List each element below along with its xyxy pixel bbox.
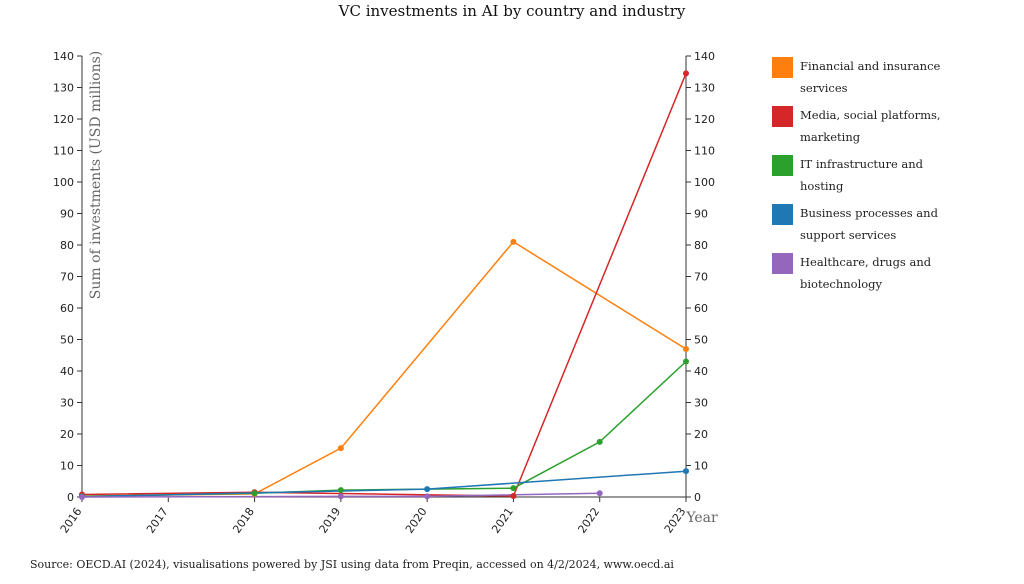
- legend-label: Business processes and support services: [800, 203, 938, 246]
- data-point: [683, 468, 689, 475]
- series-lines: [81, 73, 687, 498]
- series-line: [81, 73, 687, 497]
- legend-label: Media, social platforms, marketing: [800, 105, 941, 148]
- legend-label-line: IT infrastructure and: [800, 157, 924, 171]
- legend-item[interactable]: Media, social platforms, marketing: [772, 105, 962, 148]
- y-tick-label-left: 140: [53, 50, 74, 63]
- data-point: [510, 493, 517, 500]
- y-tick-label-right: 60: [694, 302, 708, 315]
- y-tick-label-right: 40: [694, 365, 708, 378]
- y-tick-label-left: 130: [53, 82, 74, 95]
- legend-swatch: [772, 253, 793, 274]
- x-tick-label: 2023: [662, 505, 689, 535]
- data-point: [337, 487, 344, 494]
- y-axis-label: Sum of investments (USD millions): [88, 51, 104, 300]
- data-point: [79, 494, 85, 500]
- legend-swatch: [772, 204, 793, 225]
- x-tick-label: 2016: [58, 505, 85, 535]
- legend-label-line: services: [800, 80, 848, 95]
- legend-label: IT infrastructure and hosting: [800, 154, 923, 197]
- x-tick-label: 2017: [144, 505, 171, 535]
- legend-label-line: biotechnology: [800, 276, 883, 291]
- y-tick-label-right: 100: [694, 176, 715, 189]
- data-point: [596, 438, 603, 445]
- y-tick-label-left: 20: [60, 428, 74, 441]
- data-point: [683, 358, 689, 365]
- data-point: [510, 485, 517, 492]
- y-tick-label-right: 30: [694, 397, 708, 410]
- legend-swatch: [772, 57, 793, 78]
- legend-label-line: support services: [800, 227, 897, 242]
- y-tick-label-left: 110: [53, 145, 74, 158]
- y-tick-label-right: 10: [694, 460, 708, 473]
- data-point: [424, 486, 431, 493]
- legend-label-line: Healthcare, drugs and: [800, 255, 932, 269]
- legend-label: Healthcare, drugs and biotechnology: [800, 252, 931, 295]
- legend-item[interactable]: Financial and insurance services: [772, 56, 962, 99]
- y-tick-label-right: 110: [694, 145, 715, 158]
- legend-item[interactable]: IT infrastructure and hosting: [772, 154, 962, 197]
- y-tick-label-left: 90: [60, 208, 74, 221]
- legend-label-line: Business processes and: [800, 206, 938, 220]
- data-point: [683, 345, 689, 352]
- y-tick-label-right: 120: [694, 113, 715, 126]
- x-tick-label: 2021: [489, 505, 516, 535]
- legend-label: Financial and insurance services: [800, 56, 940, 99]
- legend-label-line: Financial and insurance: [800, 59, 941, 73]
- y-tick-label-left: 30: [60, 397, 74, 410]
- series-points: [79, 70, 689, 500]
- y-tick-label-right: 130: [694, 82, 715, 95]
- legend-label-line: hosting: [800, 178, 844, 193]
- data-point: [337, 493, 344, 500]
- legend-swatch: [772, 106, 793, 127]
- series-line: [81, 240, 687, 497]
- chart-legend: Financial and insurance services Media, so…: [772, 56, 962, 301]
- y-tick-label-right: 70: [694, 271, 708, 284]
- x-tick-label: 2019: [317, 505, 344, 535]
- y-tick-label-left: 50: [60, 334, 74, 347]
- x-axis-label: Year: [685, 510, 718, 526]
- y-tick-label-left: 40: [60, 365, 74, 378]
- legend-swatch: [772, 155, 793, 176]
- y-tick-label-left: 120: [53, 113, 74, 126]
- series-line: [81, 360, 687, 498]
- data-point: [251, 490, 258, 497]
- y-tick-label-left: 100: [53, 176, 74, 189]
- y-tick-label-right: 20: [694, 428, 708, 441]
- y-tick-label-left: 0: [67, 491, 74, 504]
- y-tick-label-right: 50: [694, 334, 708, 347]
- y-tick-label-right: 80: [694, 239, 708, 252]
- chart-title: VC investments in AI by country and indu…: [338, 2, 686, 20]
- y-tick-label-right: 0: [694, 491, 701, 504]
- y-tick-label-right: 140: [694, 50, 715, 63]
- y-tick-label-left: 10: [60, 460, 74, 473]
- x-tick-label: 2022: [575, 505, 602, 535]
- source-note: Source: OECD.AI (2024), visualisations p…: [30, 558, 674, 571]
- data-point: [337, 445, 344, 452]
- legend-item[interactable]: Healthcare, drugs and biotechnology: [772, 252, 962, 295]
- data-point: [424, 493, 431, 500]
- y-tick-label-left: 80: [60, 239, 74, 252]
- x-tick-label: 2020: [403, 505, 430, 535]
- data-point: [683, 70, 689, 77]
- y-tick-label-right: 90: [694, 208, 708, 221]
- y-tick-label-left: 60: [60, 302, 74, 315]
- legend-label-line: marketing: [800, 129, 861, 144]
- legend-label-line: Media, social platforms,: [800, 108, 941, 122]
- data-point: [510, 238, 517, 245]
- x-tick-label: 2018: [230, 505, 257, 535]
- data-point: [596, 490, 603, 497]
- legend-item[interactable]: Business processes and support services: [772, 203, 962, 246]
- y-tick-label-left: 70: [60, 271, 74, 284]
